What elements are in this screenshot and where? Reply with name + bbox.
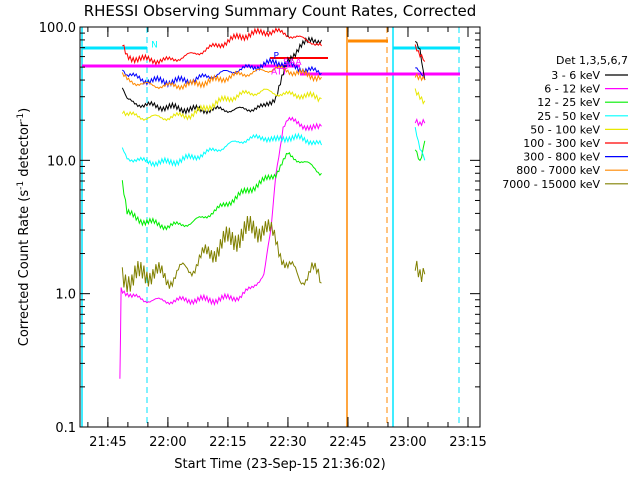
x-tick-label: 23:15 — [449, 435, 486, 450]
chart-title: RHESSI Observing Summary Count Rates, Co… — [84, 2, 477, 20]
annotation-label-2: SAA — [283, 58, 302, 68]
y-axis-label: Corrected Count Rate (s-1 detector-1) — [16, 108, 32, 346]
annotation-label-1: P — [274, 52, 280, 62]
legend-label: 300 - 800 keV — [523, 151, 600, 164]
series-line-0 — [121, 35, 322, 116]
y-axis: 0.1 1.0 10.0 100.0 — [39, 21, 480, 436]
series-line-8 — [121, 216, 322, 293]
series-line-1 — [119, 116, 322, 379]
x-tick-label: 22:30 — [269, 435, 306, 450]
x-tick-label: 22:15 — [209, 435, 246, 450]
series-line-1 — [414, 118, 426, 127]
legend-label: 25 - 50 keV — [537, 110, 600, 123]
legend-label: 12 - 25 keV — [537, 96, 600, 109]
x-tick-label: 21:45 — [89, 435, 126, 450]
legend-label: 100 - 300 keV — [523, 137, 600, 150]
legend-label: 800 - 7000 keV — [516, 164, 600, 177]
series-line-3 — [121, 132, 322, 168]
legend-title: Det 1,3,5,6,7 — [556, 54, 628, 67]
annotation-label-0: N — [151, 41, 158, 51]
x-tick-label: 23:00 — [389, 435, 426, 450]
x-axis-label: Start Time (23-Sep-15 21:36:02) — [174, 457, 385, 472]
legend-label: 7000 - 15000 keV — [502, 178, 600, 191]
annotation-lines — [81, 27, 460, 427]
y-tick-label: 10.0 — [47, 154, 76, 169]
plot-frame — [79, 26, 481, 428]
y-tick-label: 1.0 — [55, 288, 76, 303]
y-tick-label: 100.0 — [39, 21, 76, 36]
series-line-2 — [414, 140, 426, 162]
legend-label: 6 - 12 keV — [544, 83, 600, 96]
series-line-6 — [122, 57, 322, 88]
series-line-8 — [414, 260, 426, 282]
legend-label: 3 - 6 keV — [551, 69, 600, 82]
series-line-7 — [121, 64, 322, 91]
legend-label: 50 - 100 keV — [530, 123, 600, 136]
series-line-2 — [121, 152, 322, 231]
series-line-7 — [414, 72, 426, 82]
series-line-4 — [414, 88, 426, 105]
x-tick-label: 22:00 — [149, 435, 186, 450]
x-axis: 21:45 22:00 22:15 22:30 22:45 23:00 23:15 — [87, 27, 487, 450]
x-tick-label: 22:45 — [329, 435, 366, 450]
series-line-0 — [414, 40, 426, 81]
series-line-4 — [121, 88, 322, 122]
series-line-3 — [414, 127, 426, 161]
series-line-5 — [414, 44, 426, 62]
y-tick-label: 0.1 — [55, 421, 76, 436]
annotation-label-3: ATT — [271, 68, 288, 78]
